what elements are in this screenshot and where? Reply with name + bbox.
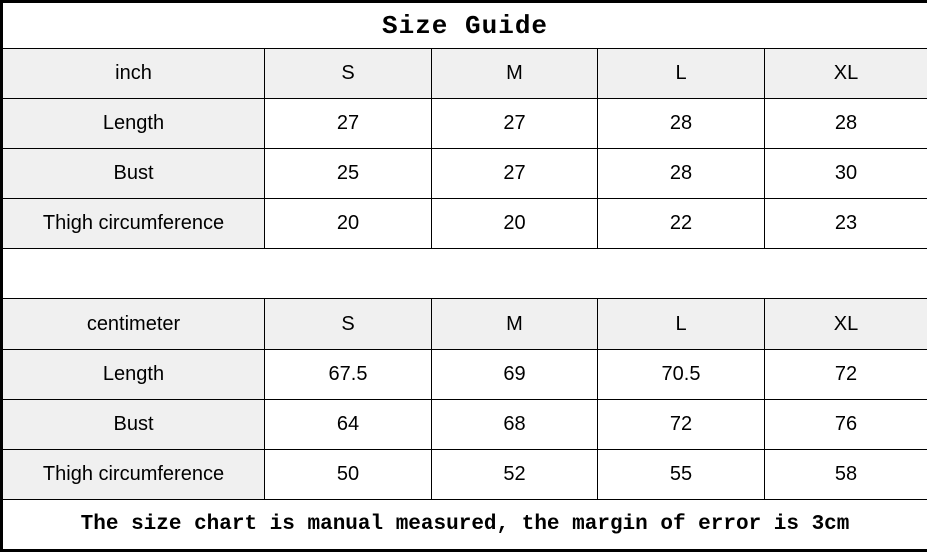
row-label: Bust <box>1 398 265 450</box>
cell-value: 55 <box>597 448 765 500</box>
cell-value: 69 <box>431 348 598 400</box>
row-label: Length <box>1 348 265 400</box>
col-header-l: L <box>597 48 765 100</box>
table-row-cm-bust: Bust 64 68 72 76 <box>1 398 927 450</box>
spacer-row <box>0 248 927 300</box>
cell-value: 76 <box>763 398 927 450</box>
row-label: Length <box>1 98 265 150</box>
page-title: Size Guide <box>0 0 927 50</box>
cell-value: 20 <box>264 198 432 250</box>
col-header-xl: XL <box>763 48 927 100</box>
cell-value: 20 <box>431 198 598 250</box>
cell-value: 28 <box>763 98 927 150</box>
col-header-s: S <box>264 298 432 350</box>
cell-value: 23 <box>763 198 927 250</box>
cell-value: 68 <box>431 398 598 450</box>
col-header-xl: XL <box>763 298 927 350</box>
cell-value: 28 <box>597 148 765 200</box>
table-row-cm-thigh: Thigh circumference 50 52 55 58 <box>1 448 927 500</box>
inch-header-row: inch S M L XL <box>1 48 927 100</box>
col-header-m: M <box>431 298 598 350</box>
cell-value: 27 <box>264 98 432 150</box>
cell-value: 27 <box>431 148 598 200</box>
centimeter-header-row: centimeter S M L XL <box>1 298 927 350</box>
cell-value: 67.5 <box>264 348 432 400</box>
cell-value: 22 <box>597 198 765 250</box>
unit-label-inch: inch <box>1 48 265 100</box>
cell-value: 70.5 <box>597 348 765 400</box>
col-header-s: S <box>264 48 432 100</box>
cell-value: 50 <box>264 448 432 500</box>
row-label: Bust <box>1 148 265 200</box>
cell-value: 58 <box>763 448 927 500</box>
cell-value: 25 <box>264 148 432 200</box>
row-label: Thigh circumference <box>1 198 265 250</box>
cell-value: 27 <box>431 98 598 150</box>
unit-label-centimeter: centimeter <box>1 298 265 350</box>
col-header-l: L <box>597 298 765 350</box>
title-row: Size Guide <box>0 0 927 50</box>
table-row-inch-bust: Bust 25 27 28 30 <box>1 148 927 200</box>
col-header-m: M <box>431 48 598 100</box>
footer-note: The size chart is manual measured, the m… <box>0 498 927 552</box>
table-row-cm-length: Length 67.5 69 70.5 72 <box>1 348 927 400</box>
cell-value: 52 <box>431 448 598 500</box>
spacer-cell <box>0 248 927 300</box>
table-row-inch-length: Length 27 27 28 28 <box>1 98 927 150</box>
cell-value: 64 <box>264 398 432 450</box>
table-row-inch-thigh: Thigh circumference 20 20 22 23 <box>1 198 927 250</box>
row-label: Thigh circumference <box>1 448 265 500</box>
cell-value: 72 <box>597 398 765 450</box>
cell-value: 72 <box>763 348 927 400</box>
cell-value: 28 <box>597 98 765 150</box>
footer-row: The size chart is manual measured, the m… <box>0 498 927 552</box>
cell-value: 30 <box>763 148 927 200</box>
